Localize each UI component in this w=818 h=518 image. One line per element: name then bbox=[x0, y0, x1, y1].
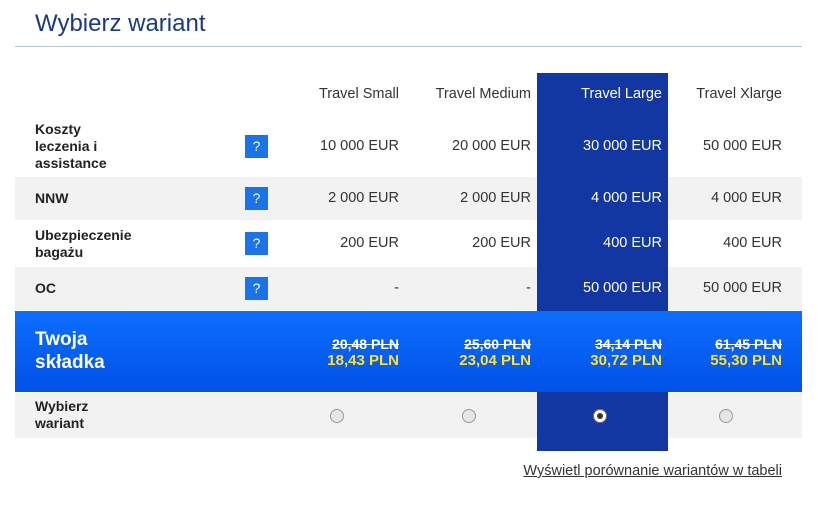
new-price: 30,72 PLN bbox=[590, 352, 662, 369]
new-price: 55,30 PLN bbox=[710, 352, 782, 369]
new-price: 18,43 PLN bbox=[327, 352, 399, 369]
coverage-value: 200 EUR bbox=[472, 234, 531, 251]
coverage-value: 4 000 EUR bbox=[591, 189, 662, 206]
variant-radio[interactable] bbox=[719, 409, 733, 423]
divider bbox=[15, 46, 802, 47]
coverage-value: 2 000 EUR bbox=[460, 189, 531, 206]
variant-radio[interactable] bbox=[330, 409, 344, 423]
row-background bbox=[15, 177, 802, 220]
coverage-value: 400 EUR bbox=[723, 234, 782, 251]
variant-radio[interactable] bbox=[593, 409, 607, 423]
title: Wybierz wariant bbox=[35, 10, 206, 37]
coverage-value: 20 000 EUR bbox=[452, 137, 531, 154]
variant-header: Travel Xlarge bbox=[696, 86, 782, 102]
variant-header: Travel Medium bbox=[435, 86, 531, 102]
row-label: Ubezpieczenie bagażu bbox=[35, 226, 132, 260]
old-price: 25,60 PLN bbox=[464, 336, 531, 352]
coverage-value: 2 000 EUR bbox=[328, 189, 399, 206]
coverage-value: 200 EUR bbox=[340, 234, 399, 251]
compare-link[interactable]: Wyświetl porównanie wariantów w tabeli bbox=[523, 463, 782, 479]
coverage-value: 400 EUR bbox=[603, 234, 662, 251]
help-icon[interactable]: ? bbox=[245, 134, 268, 158]
coverage-value: - bbox=[394, 279, 399, 296]
premium-label: Twoja składka bbox=[35, 329, 105, 373]
coverage-value: 30 000 EUR bbox=[583, 137, 662, 154]
selected-column bbox=[537, 73, 668, 451]
coverage-value: 50 000 EUR bbox=[703, 279, 782, 296]
row-background bbox=[15, 393, 802, 438]
row-background bbox=[15, 267, 802, 310]
coverage-value: 50 000 EUR bbox=[583, 279, 662, 296]
choose-label: Wybierz wariant bbox=[35, 398, 89, 431]
coverage-value: 50 000 EUR bbox=[703, 137, 782, 154]
row-label: NNW bbox=[35, 190, 69, 206]
old-price: 61,45 PLN bbox=[715, 336, 782, 352]
row-label: Koszty leczenia i assistance bbox=[35, 121, 107, 171]
variant-header: Travel Large bbox=[581, 86, 662, 102]
old-price: 34,14 PLN bbox=[595, 336, 662, 352]
coverage-value: - bbox=[526, 279, 531, 296]
old-price: 20,48 PLN bbox=[332, 336, 399, 352]
row-label: OC bbox=[35, 280, 56, 296]
help-icon[interactable]: ? bbox=[245, 186, 268, 210]
help-icon[interactable]: ? bbox=[245, 231, 268, 255]
help-icon[interactable]: ? bbox=[245, 276, 268, 300]
new-price: 23,04 PLN bbox=[459, 352, 531, 369]
coverage-value: 10 000 EUR bbox=[320, 137, 399, 154]
variant-header: Travel Small bbox=[318, 86, 399, 102]
coverage-value: 4 000 EUR bbox=[711, 189, 782, 206]
variant-radio[interactable] bbox=[462, 409, 476, 423]
premium-band bbox=[15, 311, 802, 392]
